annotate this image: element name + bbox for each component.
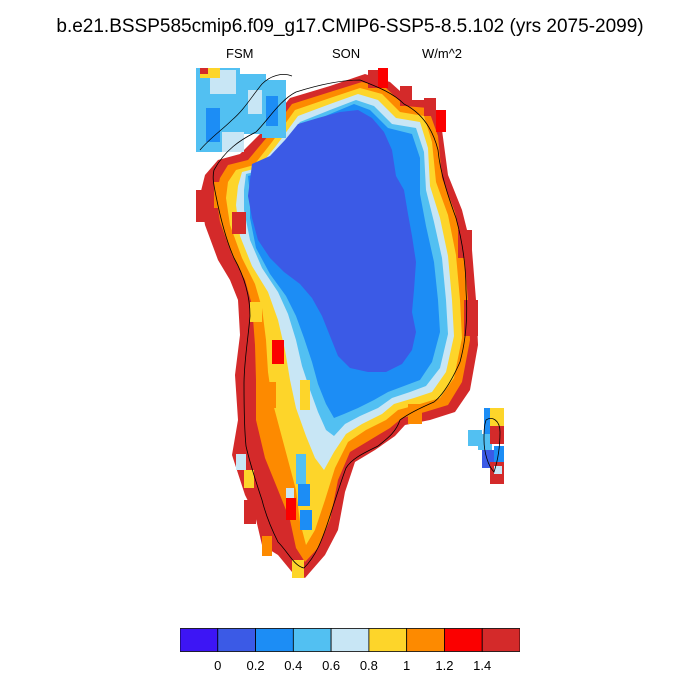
island-cell (494, 466, 502, 474)
s-cell (250, 302, 262, 322)
colorbar-swatch (406, 628, 445, 652)
coastline-island (483, 418, 501, 473)
units-label: W/m^2 (422, 46, 463, 61)
s-cell (262, 536, 272, 556)
ne-cell (424, 98, 436, 116)
colorbar-tick-label: 1 (403, 658, 411, 673)
ne-cell (458, 230, 472, 258)
greenland-map (196, 68, 504, 578)
s-cell (300, 380, 310, 410)
s-cell (296, 454, 306, 484)
s-cell (272, 340, 284, 364)
colorbar-swatch (292, 628, 332, 652)
island-cell (490, 426, 504, 444)
plot-title: b.e21.BSSP585cmip6.f09_g17.CMIP6-SSP5-8.… (56, 16, 644, 37)
ne-cell (400, 86, 412, 106)
s-cell (286, 498, 296, 520)
coastline (212, 79, 468, 569)
s-cell (300, 510, 312, 530)
nw-cell (200, 68, 220, 78)
northwest-cells (196, 68, 286, 234)
nw-cell (232, 212, 246, 234)
interior-0.2-region (248, 110, 416, 372)
colorbar-swatch (330, 628, 370, 652)
s-cell (244, 470, 254, 488)
northeast-cells (368, 68, 478, 336)
season-label: SON (332, 46, 361, 61)
nw-cell (196, 190, 216, 222)
s-cell (244, 500, 256, 524)
southern-cells (236, 302, 422, 578)
colorbar-tick-label: 0 (214, 658, 222, 673)
nw-cell (266, 96, 278, 126)
variable-label: FSM (226, 46, 254, 61)
coastline-nw-inlet (199, 74, 293, 151)
colorbar-tick-label: 0.6 (322, 658, 341, 673)
colorbar-tick-label: 0.2 (246, 658, 265, 673)
colorbar-tick-label: 0.8 (359, 658, 378, 673)
s-cell (298, 484, 310, 506)
colorbar-swatch (180, 628, 219, 652)
colorbar-tick-label: 1.4 (473, 658, 492, 673)
ne-cell (464, 300, 478, 336)
s-cell (292, 560, 304, 578)
ne-cell (378, 68, 388, 88)
east-island-cells (468, 408, 504, 484)
colorbar-swatch (217, 628, 256, 652)
nw-cell (200, 68, 208, 74)
colorbar-swatch (444, 628, 483, 652)
nw-cell (222, 132, 244, 152)
ne-cell (436, 110, 446, 132)
colorbar-tick-label: 1.2 (435, 658, 454, 673)
cell-fill-layers (200, 74, 478, 578)
island-cell (494, 446, 504, 462)
s-cell (236, 454, 246, 470)
colorbar-swatch (368, 628, 408, 652)
s-cell (264, 382, 276, 408)
island-cell (490, 408, 504, 426)
colorbar-swatch (481, 628, 520, 652)
island-cell (478, 434, 492, 450)
ne-cell (368, 70, 378, 88)
colorbar-swatch (255, 628, 294, 652)
colorbar-tick-label: 0.4 (284, 658, 303, 673)
colorbar (180, 628, 520, 652)
s-cell (408, 404, 422, 424)
